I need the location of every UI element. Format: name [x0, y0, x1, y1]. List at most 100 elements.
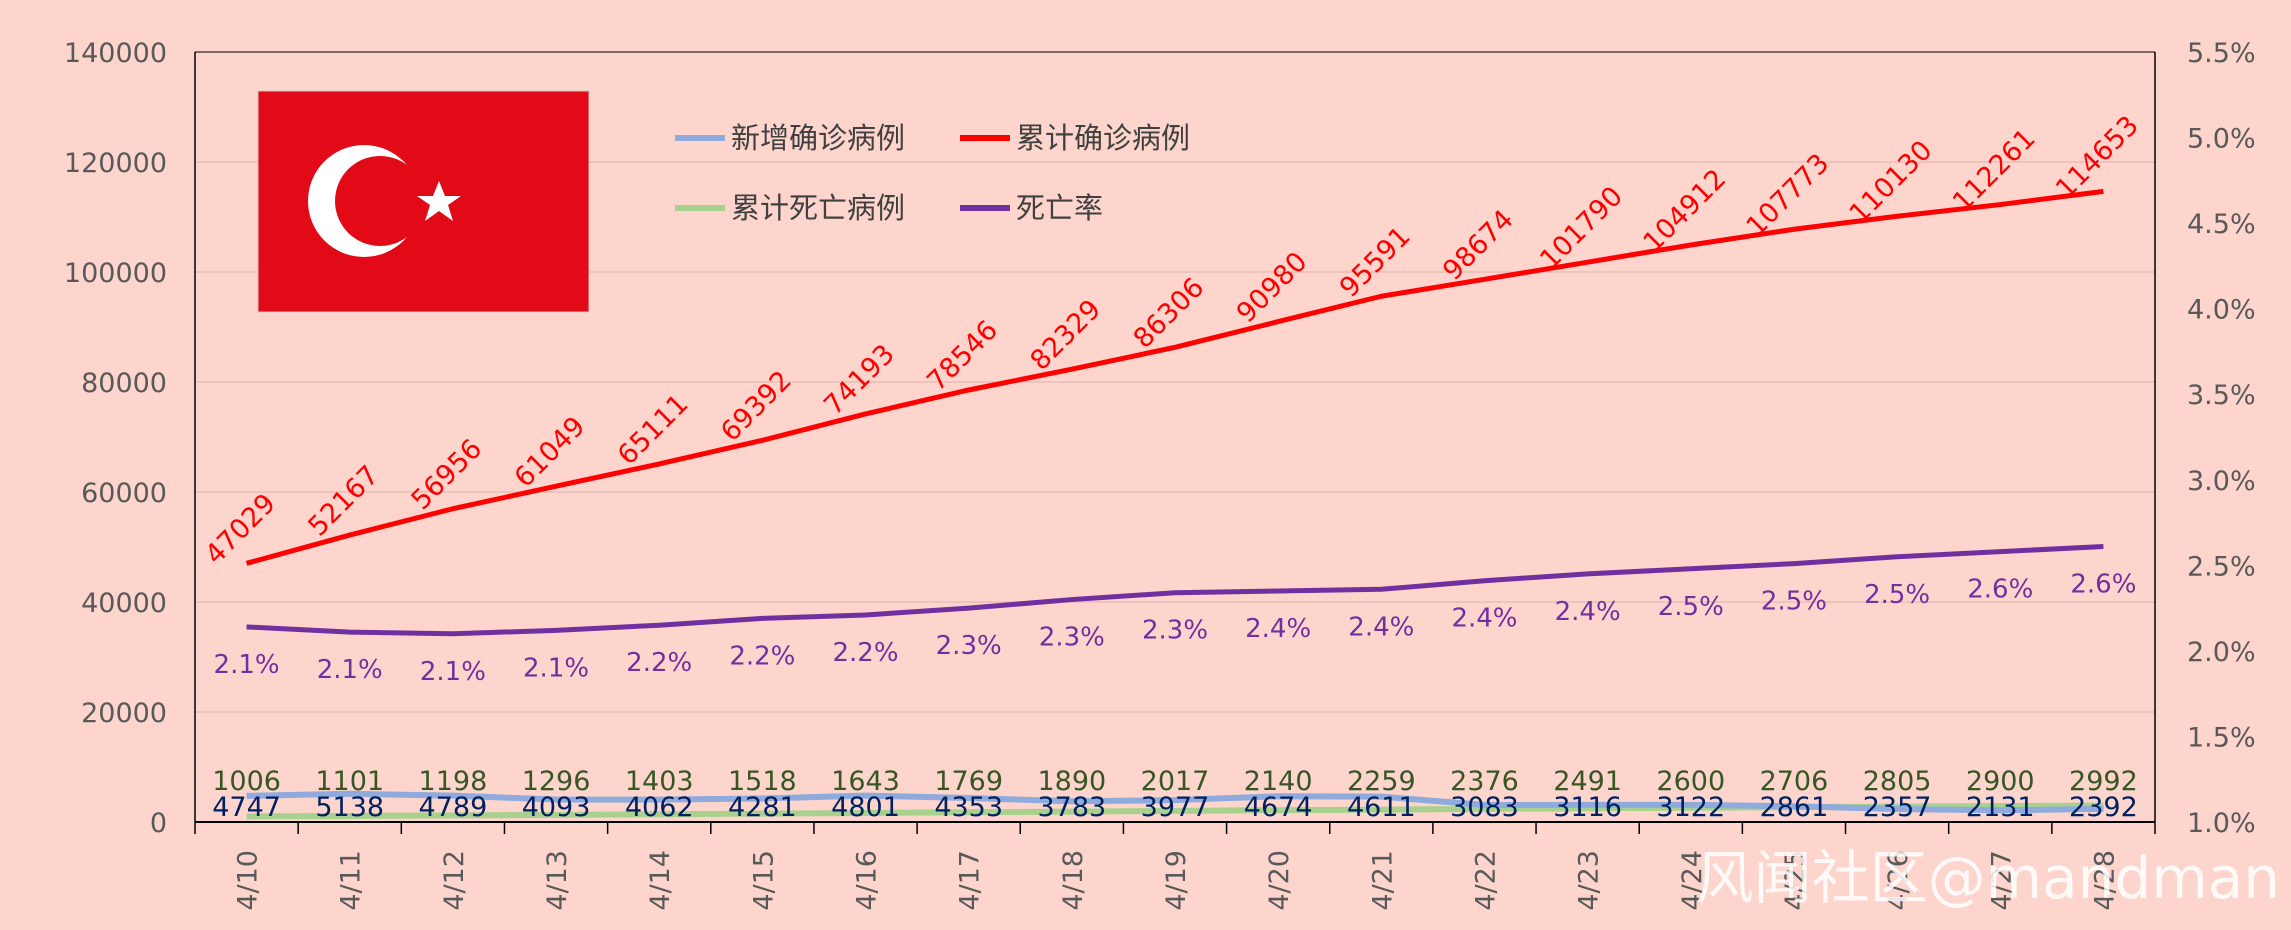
y-left-tick-label: 100000: [64, 258, 167, 289]
data-label-death-rate: 2.2%: [832, 638, 898, 668]
data-label-death-rate: 2.6%: [2070, 570, 2136, 600]
data-label-cum-deaths: 1296: [522, 766, 591, 797]
x-tick-label: 4/15: [748, 850, 779, 911]
data-label-cum-deaths: 2805: [1863, 766, 1932, 797]
data-label-death-rate: 2.1%: [523, 653, 589, 683]
data-label-cum-deaths: 2706: [1760, 766, 1829, 797]
data-label-death-rate: 2.6%: [1967, 575, 2033, 605]
y-left-tick-label: 0: [150, 808, 167, 839]
data-label-new-cases: 4093: [522, 792, 591, 823]
x-tick-label: 4/19: [1161, 850, 1192, 911]
x-tick-label: 4/17: [955, 850, 986, 911]
x-tick-label: 4/10: [233, 850, 264, 911]
data-label-death-rate: 2.4%: [1451, 604, 1517, 634]
y-right-tick-label: 3.5%: [2187, 380, 2256, 411]
y-right-tick-label: 5.5%: [2187, 38, 2256, 69]
data-label-new-cases: 4611: [1347, 792, 1416, 823]
legend-label: 死亡率: [1016, 191, 1103, 225]
data-label-cum-deaths: 1403: [625, 766, 694, 797]
y-right-tick-label: 2.5%: [2187, 551, 2256, 582]
data-label-new-cases: 5138: [315, 792, 384, 823]
x-tick-label: 4/24: [1677, 850, 1708, 911]
data-label-cum-deaths: 1006: [212, 766, 281, 797]
y-right-tick-label: 4.5%: [2187, 209, 2256, 240]
legend-label: 累计确诊病例: [1016, 121, 1190, 155]
y-right-tick-label: 5.0%: [2187, 124, 2256, 155]
data-label-death-rate: 2.1%: [420, 657, 486, 687]
turkey-flag-icon: [257, 90, 590, 313]
data-label-cum-deaths: 2140: [1244, 766, 1313, 797]
data-label-cum-deaths: 2491: [1553, 766, 1622, 797]
data-label-cum-deaths: 2900: [1966, 766, 2035, 797]
x-tick-label: 4/14: [645, 850, 676, 911]
data-label-cum-deaths: 1518: [728, 766, 797, 797]
y-left-tick-label: 140000: [64, 38, 167, 69]
data-label-new-cases: 4281: [728, 792, 797, 823]
series-line-cum-cases: [245, 188, 2104, 566]
data-label-cum-deaths: 2992: [2069, 766, 2138, 797]
x-tick-label: 4/22: [1470, 850, 1501, 911]
x-tick-label: 4/28: [2089, 850, 2120, 911]
y-left-tick-label: 120000: [64, 148, 167, 179]
x-tick-label: 4/16: [852, 850, 883, 911]
data-label-death-rate: 2.4%: [1245, 614, 1311, 644]
data-label-cum-deaths: 1101: [315, 766, 384, 797]
data-label-cum-deaths: 1198: [419, 766, 488, 797]
data-label-new-cases: 2392: [2069, 792, 2138, 823]
data-label-death-rate: 2.4%: [1348, 612, 1414, 642]
y-left-tick-label: 40000: [81, 588, 167, 619]
data-label-new-cases: 2131: [1966, 792, 2035, 823]
data-label-new-cases: 3783: [1037, 792, 1106, 823]
data-label-cum-deaths: 2259: [1347, 766, 1416, 797]
x-tick-label: 4/23: [1574, 850, 1605, 911]
legend-label: 新增确诊病例: [731, 121, 905, 155]
y-right-tick-label: 1.5%: [2187, 722, 2256, 753]
data-label-new-cases: 4062: [625, 792, 694, 823]
data-label-new-cases: 4801: [831, 792, 900, 823]
data-label-new-cases: 4353: [934, 792, 1003, 823]
y-right-tick-label: 3.0%: [2187, 466, 2256, 497]
data-label-new-cases: 3116: [1553, 792, 1622, 823]
series: [245, 188, 2104, 820]
data-label-new-cases: 2357: [1863, 792, 1932, 823]
watermark: 风闻社区@mandman: [1696, 844, 2280, 912]
data-label-new-cases: 3083: [1450, 792, 1519, 823]
series-line-new-cases: [246, 790, 2104, 814]
data-label-new-cases: 3977: [1141, 792, 1210, 823]
x-tick-label: 4/27: [1986, 850, 2017, 911]
x-tick-label: 4/20: [1264, 850, 1295, 911]
data-label-cum-deaths: 1890: [1037, 766, 1106, 797]
data-label-death-rate: 2.3%: [1142, 616, 1208, 646]
data-label-new-cases: 3122: [1656, 792, 1725, 823]
data-label-cum-deaths: 2600: [1656, 766, 1725, 797]
x-tick-label: 4/21: [1367, 850, 1398, 911]
data-label-death-rate: 2.4%: [1555, 597, 1621, 627]
x-tick-label: 4/13: [542, 850, 573, 911]
x-tick-label: 4/25: [1780, 850, 1811, 911]
y-right-tick-label: 4.0%: [2187, 295, 2256, 326]
x-tick-label: 4/12: [439, 850, 470, 911]
data-label-new-cases: 4789: [419, 792, 488, 823]
data-label-death-rate: 2.5%: [1761, 587, 1827, 617]
data-label-cum-deaths: 2017: [1141, 766, 1210, 797]
data-label-death-rate: 2.3%: [1039, 623, 1105, 653]
legend-label: 累计死亡病例: [731, 191, 905, 225]
data-label-death-rate: 2.3%: [936, 631, 1002, 661]
data-label-death-rate: 2.5%: [1864, 580, 1930, 610]
data-label-death-rate: 2.1%: [214, 650, 280, 680]
y-right-tick-label: 1.0%: [2187, 808, 2256, 839]
data-label-new-cases: 2861: [1760, 792, 1829, 823]
data-label-death-rate: 2.2%: [626, 648, 692, 678]
data-label-death-rate: 2.1%: [317, 655, 383, 685]
data-label-death-rate: 2.5%: [1658, 592, 1724, 622]
y-right-tick-label: 2.0%: [2187, 637, 2256, 668]
x-tick-label: 4/11: [336, 850, 367, 911]
x-tick-label: 4/26: [1883, 850, 1914, 911]
axes: 0 20000 40000 60000 80000 100000 120000 140000 1…: [64, 38, 2256, 911]
data-label-new-cases: 4747: [212, 792, 281, 823]
data-label-cum-deaths: 1643: [831, 766, 900, 797]
data-label-cum-deaths: 1769: [934, 766, 1003, 797]
data-label-death-rate: 2.2%: [729, 641, 795, 671]
